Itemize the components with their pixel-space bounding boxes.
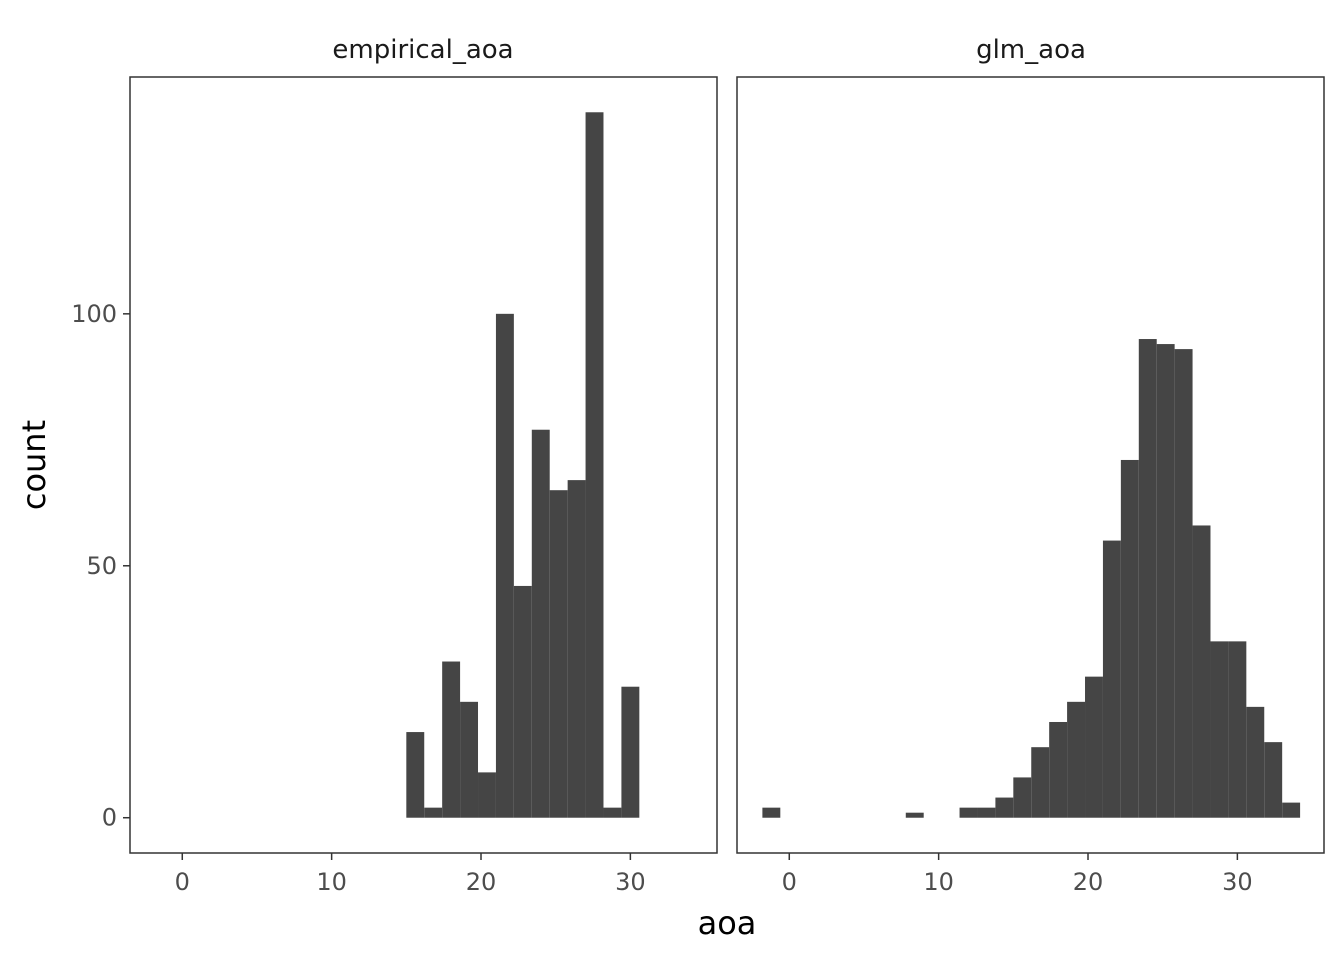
panel-border-glm-aoa [736, 76, 1325, 854]
histogram-bar [905, 812, 924, 818]
histogram-bar [585, 112, 604, 818]
bars-glm-aoa [762, 339, 1301, 818]
x-tick-label: 20 [466, 868, 497, 896]
x-tick-label: 10 [316, 868, 347, 896]
x-tick-label: 20 [1073, 868, 1104, 896]
y-tick-label: 100 [71, 300, 117, 328]
histogram-bar [1210, 641, 1229, 818]
histogram-bar [1192, 525, 1211, 818]
y-axis: 0 50 100 [71, 300, 130, 832]
bars-empirical-aoa [406, 112, 640, 818]
histogram-bar [1049, 721, 1068, 818]
panel-title-glm-aoa: glm_aoa [976, 35, 1086, 65]
histogram-bar [1067, 701, 1086, 818]
histogram-bar [424, 807, 443, 818]
histogram-bar [478, 772, 496, 818]
x-tick-label: 0 [175, 868, 190, 896]
x-axis-empirical-aoa: 0 10 20 30 [175, 853, 646, 896]
panel-title-empirical-aoa: empirical_aoa [332, 35, 513, 65]
histogram-bar [531, 429, 550, 818]
x-tick-label: 10 [923, 868, 954, 896]
histogram-bar [977, 807, 996, 818]
x-tick-label: 30 [1222, 868, 1253, 896]
histogram-bar [1282, 802, 1301, 818]
histogram-bar [1031, 747, 1050, 818]
x-axis-title: aoa [698, 904, 757, 942]
histogram-bar [1120, 459, 1139, 818]
histogram-bar [1138, 339, 1157, 818]
histogram-bar [621, 686, 640, 818]
histogram-bar [1156, 344, 1175, 818]
histogram-bar [442, 661, 461, 818]
histogram-bar [603, 807, 622, 818]
histogram-bar [995, 797, 1014, 818]
histogram-bar [567, 480, 586, 818]
histogram-bar [1085, 676, 1103, 818]
panel-border-empirical-aoa [129, 76, 718, 854]
y-axis-title: count [15, 420, 53, 510]
histogram-bar [1013, 777, 1032, 818]
histogram-bar [1246, 706, 1265, 818]
histogram-bar [1228, 641, 1247, 818]
y-tick-label: 50 [86, 552, 117, 580]
x-tick-label: 30 [615, 868, 646, 896]
histogram-bar [1102, 540, 1121, 818]
panel-glm-aoa: glm_aoa [736, 35, 1325, 854]
x-tick-label: 0 [782, 868, 797, 896]
y-tick-label: 0 [102, 804, 117, 832]
panel-empirical-aoa: empirical_aoa [129, 35, 718, 854]
histogram-bar [762, 807, 781, 818]
histogram-bar [513, 585, 532, 818]
histogram-bar [460, 701, 479, 818]
histogram-bar [1264, 742, 1283, 818]
histogram-bar [959, 807, 978, 818]
x-axis-glm-aoa: 0 10 20 30 [782, 853, 1253, 896]
histogram-bar [406, 732, 425, 818]
histogram-bar [1174, 349, 1193, 818]
histogram-bar [549, 490, 568, 818]
histogram-bar [495, 313, 514, 818]
